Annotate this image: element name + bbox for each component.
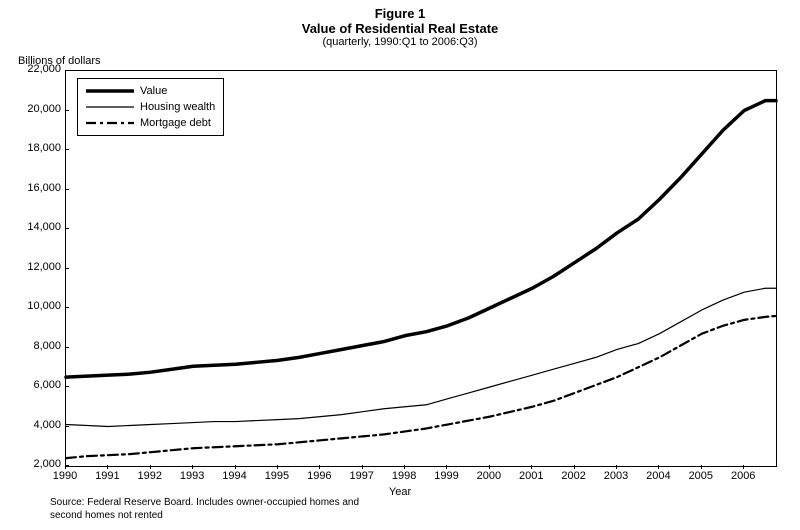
- x-tick-label: 1992: [130, 470, 170, 482]
- y-tick-label: 10,000: [11, 300, 61, 312]
- figure-title: Value of Residential Real Estate: [0, 21, 800, 36]
- x-tick-mark: [658, 465, 659, 469]
- legend-swatch: [86, 100, 134, 114]
- x-tick-label: 2000: [469, 470, 509, 482]
- legend-row: Value: [86, 83, 215, 99]
- y-tick-mark: [65, 70, 69, 71]
- legend-row: Mortgage debt: [86, 115, 215, 131]
- x-tick-mark: [235, 465, 236, 469]
- x-tick-mark: [277, 465, 278, 469]
- x-tick-label: 2001: [511, 470, 551, 482]
- x-tick-label: 2003: [596, 470, 636, 482]
- y-tick-mark: [65, 149, 69, 150]
- x-tick-mark: [743, 465, 744, 469]
- series-line: [66, 101, 776, 378]
- x-tick-mark: [150, 465, 151, 469]
- x-tick-label: 1990: [45, 470, 85, 482]
- x-tick-mark: [489, 465, 490, 469]
- y-tick-label: 8,000: [11, 340, 61, 352]
- x-tick-mark: [107, 465, 108, 469]
- legend-row: Housing wealth: [86, 99, 215, 115]
- x-tick-label: 2006: [723, 470, 763, 482]
- y-tick-mark: [65, 189, 69, 190]
- legend-label: Housing wealth: [140, 101, 215, 113]
- x-tick-label: 1991: [87, 470, 127, 482]
- series-line: [66, 288, 776, 426]
- x-tick-mark: [192, 465, 193, 469]
- x-tick-label: 1998: [384, 470, 424, 482]
- chart-container: Figure 1 Value of Residential Real Estat…: [0, 0, 800, 530]
- y-tick-mark: [65, 228, 69, 229]
- source-note: Source: Federal Reserve Board. Includes …: [50, 496, 390, 522]
- y-tick-label: 4,000: [11, 419, 61, 431]
- y-tick-mark: [65, 268, 69, 269]
- y-tick-label: 6,000: [11, 379, 61, 391]
- figure-subtitle: (quarterly, 1990:Q1 to 2006:Q3): [0, 36, 800, 48]
- x-tick-label: 1997: [342, 470, 382, 482]
- x-tick-mark: [574, 465, 575, 469]
- x-tick-label: 2002: [554, 470, 594, 482]
- y-tick-label: 2,000: [11, 458, 61, 470]
- title-block: Figure 1 Value of Residential Real Estat…: [0, 6, 800, 48]
- x-tick-label: 1996: [299, 470, 339, 482]
- legend-swatch: [86, 116, 134, 130]
- y-tick-label: 18,000: [11, 142, 61, 154]
- y-tick-mark: [65, 347, 69, 348]
- y-tick-mark: [65, 110, 69, 111]
- legend: Value Housing wealth Mortgage debt: [77, 78, 224, 136]
- y-tick-mark: [65, 426, 69, 427]
- x-tick-mark: [65, 465, 66, 469]
- y-tick-label: 20,000: [11, 103, 61, 115]
- y-tick-label: 16,000: [11, 182, 61, 194]
- legend-label: Value: [140, 85, 167, 97]
- x-tick-mark: [446, 465, 447, 469]
- legend-label: Mortgage debt: [140, 117, 211, 129]
- x-tick-mark: [362, 465, 363, 469]
- y-tick-label: 12,000: [11, 261, 61, 273]
- y-tick-mark: [65, 386, 69, 387]
- x-tick-mark: [404, 465, 405, 469]
- x-tick-mark: [616, 465, 617, 469]
- x-tick-label: 2004: [638, 470, 678, 482]
- x-tick-label: 1994: [215, 470, 255, 482]
- x-tick-mark: [319, 465, 320, 469]
- x-tick-label: 1995: [257, 470, 297, 482]
- x-tick-mark: [701, 465, 702, 469]
- x-tick-label: 1993: [172, 470, 212, 482]
- x-tick-label: 1999: [426, 470, 466, 482]
- y-tick-label: 22,000: [11, 63, 61, 75]
- x-tick-label: 2005: [681, 470, 721, 482]
- x-tick-mark: [531, 465, 532, 469]
- figure-label: Figure 1: [0, 6, 800, 21]
- legend-swatch: [86, 84, 134, 98]
- y-tick-mark: [65, 307, 69, 308]
- y-tick-label: 14,000: [11, 221, 61, 233]
- series-line: [66, 316, 776, 458]
